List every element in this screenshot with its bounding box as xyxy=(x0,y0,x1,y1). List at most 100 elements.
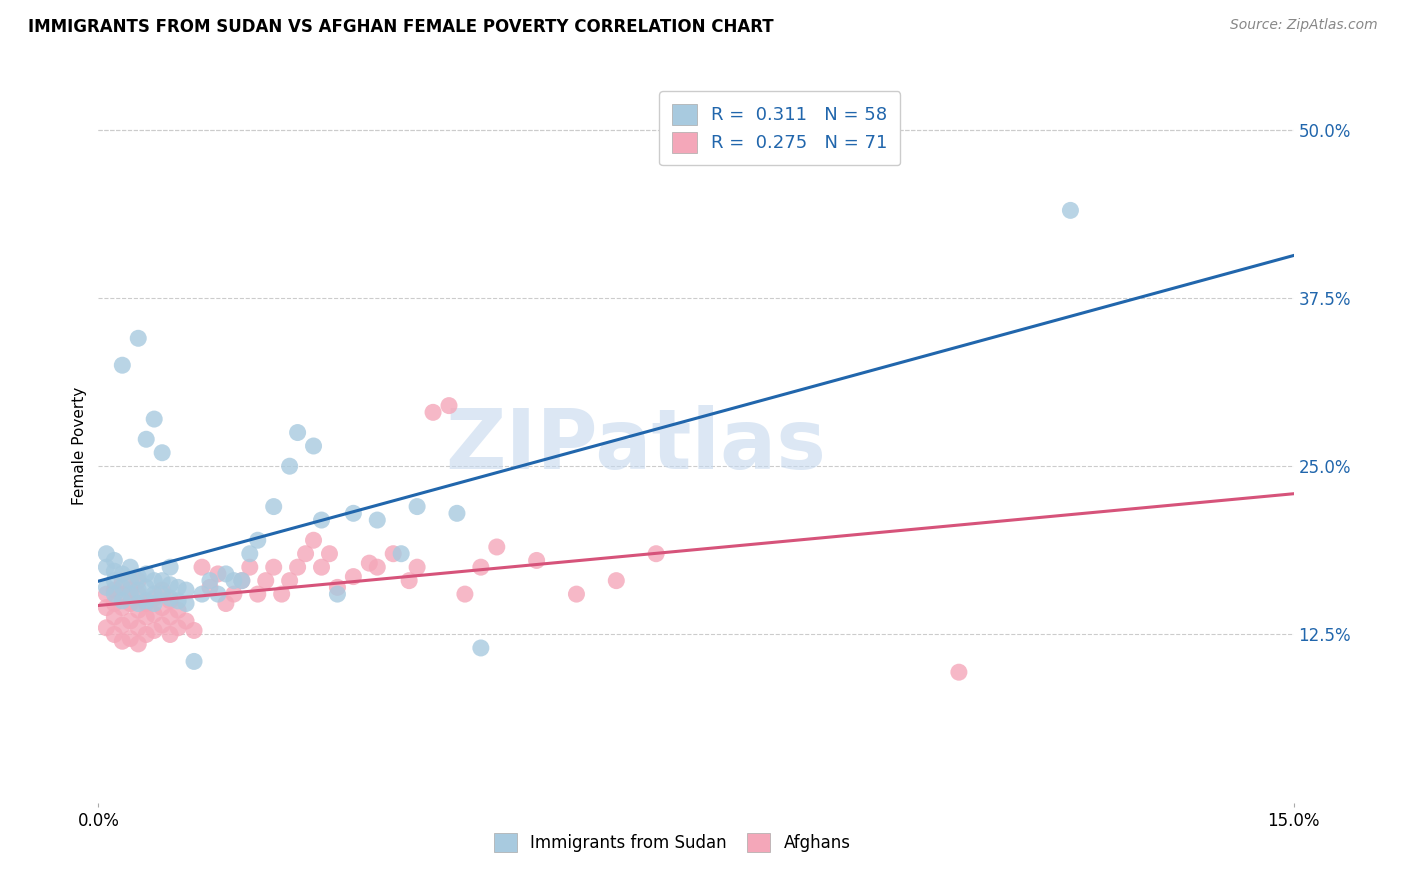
Point xyxy=(150,600,173,615)
Point xyxy=(174,614,197,628)
Point xyxy=(174,583,197,598)
Point xyxy=(120,587,142,601)
Point xyxy=(127,569,149,583)
Point xyxy=(111,580,134,594)
Point xyxy=(103,553,125,567)
Point xyxy=(270,587,292,601)
Point xyxy=(96,560,118,574)
Point xyxy=(111,587,134,601)
Point xyxy=(96,580,118,594)
Point xyxy=(215,597,238,611)
Point xyxy=(111,600,134,615)
Point xyxy=(127,637,149,651)
Point xyxy=(263,560,285,574)
Point xyxy=(159,594,181,608)
Point xyxy=(167,621,190,635)
Point xyxy=(389,547,412,561)
Point xyxy=(167,580,190,594)
Point xyxy=(287,560,309,574)
Y-axis label: Female Poverty: Female Poverty xyxy=(72,387,87,505)
Point xyxy=(222,587,245,601)
Point xyxy=(159,610,181,624)
Point xyxy=(311,560,333,574)
Point xyxy=(150,587,173,601)
Point xyxy=(111,594,134,608)
Point xyxy=(120,560,142,574)
Point xyxy=(207,566,229,581)
Point xyxy=(191,587,214,601)
Point xyxy=(302,533,325,548)
Point xyxy=(246,533,269,548)
Point xyxy=(159,591,181,606)
Point xyxy=(96,547,118,561)
Point xyxy=(135,432,157,446)
Text: Source: ZipAtlas.com: Source: ZipAtlas.com xyxy=(1230,18,1378,32)
Point xyxy=(287,425,309,440)
Point xyxy=(96,600,118,615)
Point xyxy=(111,358,134,372)
Text: ZIPatlas: ZIPatlas xyxy=(446,406,827,486)
Point xyxy=(103,627,125,641)
Point xyxy=(103,597,125,611)
Point xyxy=(127,587,149,601)
Point xyxy=(215,566,238,581)
Point xyxy=(167,594,190,608)
Point xyxy=(120,632,142,646)
Point xyxy=(198,580,221,594)
Point xyxy=(470,560,492,574)
Point xyxy=(111,634,134,648)
Point xyxy=(135,610,157,624)
Point xyxy=(342,569,364,583)
Point xyxy=(143,624,166,638)
Point xyxy=(143,607,166,622)
Point xyxy=(183,655,205,669)
Point xyxy=(359,556,381,570)
Point xyxy=(366,513,388,527)
Point xyxy=(278,459,301,474)
Point xyxy=(111,618,134,632)
Point xyxy=(239,560,262,574)
Point xyxy=(231,574,253,588)
Point xyxy=(159,560,181,574)
Point xyxy=(207,587,229,601)
Point xyxy=(159,627,181,641)
Point xyxy=(135,597,157,611)
Point xyxy=(150,583,173,598)
Point xyxy=(127,574,149,588)
Point xyxy=(135,627,157,641)
Point xyxy=(311,513,333,527)
Point xyxy=(143,412,166,426)
Point xyxy=(526,553,548,567)
Point xyxy=(159,577,181,591)
Point xyxy=(150,618,173,632)
Point xyxy=(326,587,349,601)
Point xyxy=(111,566,134,581)
Point xyxy=(605,574,627,588)
Point xyxy=(565,587,588,601)
Point xyxy=(96,587,118,601)
Point xyxy=(103,564,125,578)
Point xyxy=(406,560,429,574)
Point xyxy=(167,603,190,617)
Point xyxy=(948,665,970,680)
Point xyxy=(645,547,668,561)
Point xyxy=(318,547,340,561)
Point xyxy=(231,574,253,588)
Point xyxy=(222,574,245,588)
Point xyxy=(120,574,142,588)
Point xyxy=(135,566,157,581)
Point xyxy=(150,446,173,460)
Point xyxy=(103,574,125,588)
Point xyxy=(120,597,142,611)
Point xyxy=(246,587,269,601)
Point xyxy=(174,597,197,611)
Text: IMMIGRANTS FROM SUDAN VS AFGHAN FEMALE POVERTY CORRELATION CHART: IMMIGRANTS FROM SUDAN VS AFGHAN FEMALE P… xyxy=(28,18,773,36)
Point xyxy=(485,540,508,554)
Point xyxy=(111,574,134,588)
Point xyxy=(454,587,477,601)
Point xyxy=(446,506,468,520)
Legend: Immigrants from Sudan, Afghans: Immigrants from Sudan, Afghans xyxy=(486,826,858,859)
Point xyxy=(254,574,277,588)
Point xyxy=(135,580,157,594)
Point xyxy=(143,597,166,611)
